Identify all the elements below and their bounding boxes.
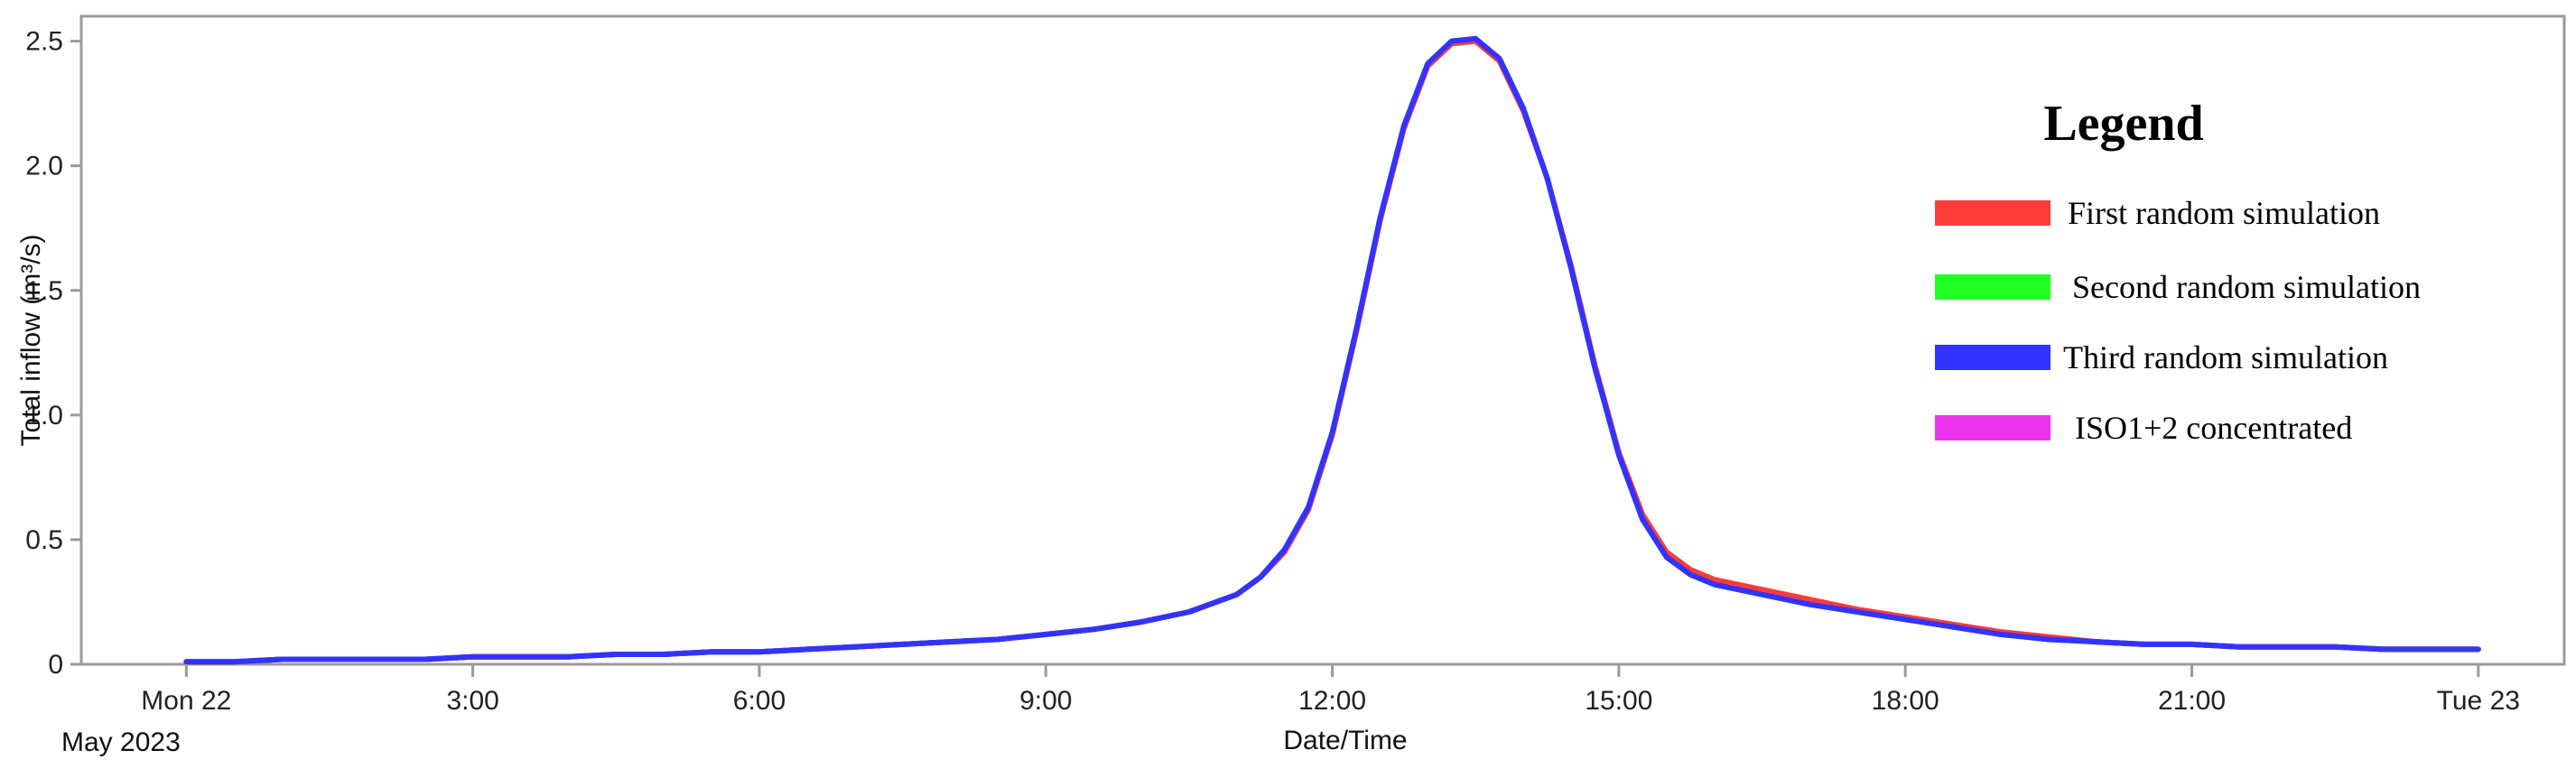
- y-tick-label: 1.0: [25, 401, 63, 431]
- x-axis-title: Date/Time: [1283, 726, 1407, 755]
- x-tick-label: Mon 22: [141, 686, 231, 716]
- legend-label: First random simulation: [2068, 195, 2380, 231]
- y-tick-label: 0: [48, 650, 63, 680]
- legend-label: Third random simulation: [2063, 339, 2388, 375]
- series-line-third-random-simulation: [183, 35, 2481, 665]
- plot-frame: [79, 14, 2566, 666]
- date-label: May 2023: [61, 727, 181, 757]
- x-tick-label: 12:00: [1298, 686, 1366, 716]
- x-tick-label: 9:00: [1019, 686, 1072, 716]
- legend-label: Second random simulation: [2072, 269, 2421, 305]
- series-lines: [183, 35, 2481, 665]
- legend-label: ISO1+2 concentrated: [2075, 410, 2352, 446]
- y-tick-label: 0.5: [25, 525, 63, 555]
- y-tick-label: 2.0: [25, 152, 63, 181]
- x-tick-label: 15:00: [1585, 686, 1652, 716]
- y-axis-title: Total inflow (m³/s): [16, 234, 46, 446]
- x-tick-label: 3:00: [446, 686, 498, 716]
- x-tick-label: Tue 23: [2437, 686, 2520, 716]
- legend-swatch: [1935, 274, 2051, 300]
- legend: Legend First random simulation Second ran…: [1935, 96, 2421, 446]
- y-tick-label: 2.5: [25, 27, 63, 57]
- x-tick-label: 21:00: [2158, 686, 2226, 716]
- y-axis: 0 0.5 1.0 1.5 2.0 2.5: [25, 27, 81, 680]
- x-tick-label: 18:00: [1872, 686, 1939, 716]
- legend-swatch: [1935, 200, 2051, 226]
- x-axis: Mon 22 3:00 6:00 9:00 12:00 15:00 18:00 21:00 Tu…: [141, 664, 2520, 716]
- x-tick-label: 6:00: [733, 686, 786, 716]
- legend-swatch: [1935, 345, 2051, 370]
- y-tick-label: 1.5: [25, 276, 63, 306]
- legend-title: Legend: [2043, 96, 2203, 152]
- legend-swatch: [1935, 415, 2051, 440]
